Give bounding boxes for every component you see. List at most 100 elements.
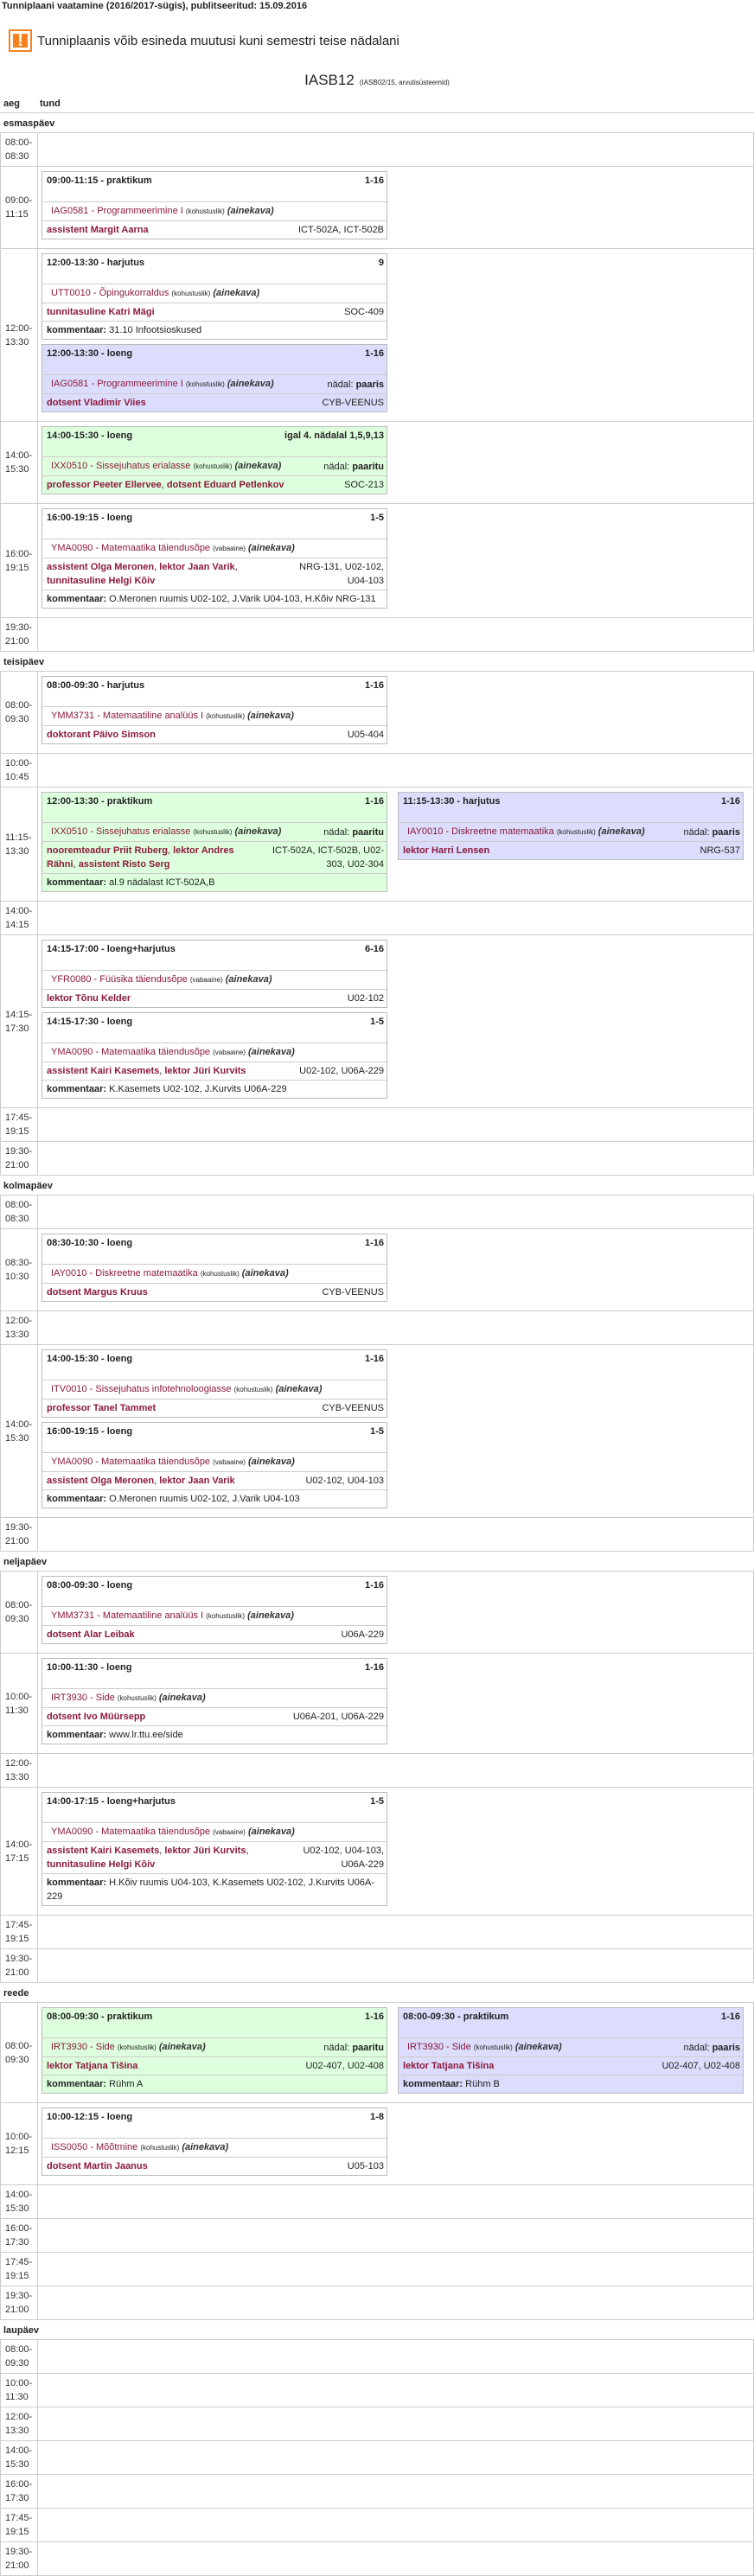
time-cell: 19:30- 21:00	[1, 618, 38, 651]
syllabus-link[interactable]: (ainekava)	[241, 1268, 289, 1278]
subject-link[interactable]: IAG0581 - Programmeerimine I	[51, 379, 183, 389]
syllabus-link[interactable]: (ainekava)	[213, 288, 260, 298]
subject-kind: (kohustuslik)	[193, 462, 233, 470]
teacher-link[interactable]: assistent Kairi Kasemets	[47, 1066, 160, 1076]
lesson-time: 09:00-11:15 -	[47, 175, 105, 186]
syllabus-link[interactable]: (ainekava)	[248, 543, 295, 553]
subject-link[interactable]: IAY0010 - Diskreetne matemaatika	[407, 826, 554, 837]
time-part: 13:30	[5, 1329, 29, 1340]
lesson-header: 12:00-13:30 - harjutus 9	[42, 254, 387, 284]
teacher-link[interactable]: lektor Jaan Varik	[159, 562, 235, 572]
time-part: 14:00-	[5, 2445, 33, 2456]
subject-link[interactable]: YMM3731 - Matemaatiline analüüs I	[51, 711, 204, 721]
subject-link[interactable]: YMA0090 - Matemaatika täiendusõpe	[51, 543, 211, 553]
syllabus-link[interactable]: (ainekava)	[158, 2042, 206, 2052]
teacher-link[interactable]: nooremteadur Priit Ruberg	[47, 845, 168, 856]
subject-link[interactable]: ITV0010 - Sissejuhatus infotehnoloogiass…	[51, 1384, 232, 1394]
lesson-type: loeng+harjutus	[106, 1796, 176, 1807]
subject-info: YMA0090 - Matemaatika täiendusõpe (vabaa…	[51, 1455, 295, 1470]
subject-link[interactable]: YFR0080 - Füüsika täiendusõpe	[51, 974, 188, 985]
teacher-link[interactable]: lektor Jüri Kurvits	[164, 1066, 246, 1076]
time-cell: 14:00- 15:30	[1, 2441, 38, 2474]
syllabus-link[interactable]: (ainekava)	[158, 1693, 206, 1703]
teacher-link[interactable]: dotsent Margus Kruus	[47, 1287, 148, 1298]
syllabus-link[interactable]: (ainekava)	[227, 379, 274, 389]
time-part: 17:30	[5, 2237, 29, 2248]
lesson-column: 16:00-19:15 - loeng 1-5 YMA0090 - Matemaat…	[42, 508, 387, 609]
teacher-link[interactable]: lektor Jaan Varik	[159, 1476, 235, 1486]
syllabus-link[interactable]: (ainekava)	[247, 711, 294, 721]
subject-link[interactable]: ISS0050 - Mõõtmine	[51, 2142, 138, 2152]
syllabus-link[interactable]: (ainekava)	[247, 1610, 294, 1621]
lesson-card: 14:15-17:30 - loeng 1-5 YMA0090 - Matemaat…	[42, 1012, 387, 1099]
teacher-link[interactable]: professor Peeter Ellervee	[47, 480, 162, 490]
teacher-link[interactable]: dotsent Martin Jaanus	[47, 2161, 148, 2171]
teacher-link[interactable]: lektor Jüri Kurvits	[164, 1846, 246, 1856]
teacher-link[interactable]: assistent Risto Serg	[78, 859, 170, 870]
time-range: 19:30- 21:00	[5, 1952, 32, 1980]
lessons-cell	[38, 1754, 753, 1787]
week-label: nädal:	[683, 2042, 710, 2053]
teacher-link[interactable]: assistent Margit Aarna	[47, 225, 149, 235]
teacher-link[interactable]: dotsent Vladimir Viies	[47, 398, 146, 408]
time-slot-row: 19:30- 21:00	[1, 2542, 753, 2576]
syllabus-link[interactable]: (ainekava)	[234, 461, 282, 471]
subject-link[interactable]: YMA0090 - Matemaatika täiendusõpe	[51, 1047, 211, 1057]
teacher-link[interactable]: lektor Harri Lensen	[403, 845, 490, 856]
subject-link[interactable]: UTT0010 - Õpingukorraldus	[51, 288, 169, 298]
day-name: teisipäev	[3, 657, 45, 667]
syllabus-link[interactable]: (ainekava)	[225, 974, 272, 985]
syllabus-link[interactable]: (ainekava)	[275, 1384, 323, 1394]
lesson-weeks: 6-16	[364, 944, 384, 954]
subject-link[interactable]: YMA0090 - Matemaatika täiendusõpe	[51, 1827, 211, 1837]
teacher-link[interactable]: dotsent Eduard Petlenkov	[166, 480, 284, 490]
syllabus-link[interactable]: (ainekava)	[248, 1827, 295, 1837]
subject-link[interactable]: IRT3930 - Side	[407, 2042, 471, 2052]
syllabus-link[interactable]: (ainekava)	[597, 826, 645, 837]
syllabus-link[interactable]: (ainekava)	[227, 206, 274, 216]
lesson-header: 16:00-19:15 - loeng 1-5	[42, 509, 387, 539]
teacher-link[interactable]: tunnitasuline Helgi Kõiv	[47, 1859, 156, 1870]
teacher-link[interactable]: assistent Olga Meronen	[47, 1476, 155, 1486]
time-part: 17:45-	[5, 2513, 33, 2523]
teacher-link[interactable]: dotsent Ivo Müürsepp	[47, 1712, 146, 1722]
teacher-link[interactable]: lektor Tõnu Kelder	[47, 993, 131, 1004]
teacher-link[interactable]: tunnitasuline Katri Mägi	[47, 307, 155, 317]
subject-link[interactable]: IAG0581 - Programmeerimine I	[51, 206, 183, 216]
teacher-link[interactable]: dotsent Alar Leibak	[47, 1629, 135, 1640]
subject-row: IAG0581 - Programmeerimine I (kohustusli…	[42, 375, 387, 394]
lesson-type: harjutus	[106, 258, 145, 268]
lesson-time-type: 11:15-13:30 - harjutus	[403, 794, 501, 820]
subject-link[interactable]: YMA0090 - Matemaatika täiendusõpe	[51, 1457, 211, 1467]
teacher-link[interactable]: lektor Andres Rähni	[47, 845, 234, 870]
lesson-time: 12:00-13:30 -	[47, 348, 105, 359]
syllabus-link[interactable]: (ainekava)	[248, 1457, 295, 1467]
teacher-row: assistent Kairi Kasemets, lektor Jüri Ku…	[42, 1062, 387, 1081]
subject-link[interactable]: YMM3731 - Matemaatiline analüüs I	[51, 1610, 204, 1621]
subject-link[interactable]: IRT3930 - Side	[51, 1693, 115, 1703]
teacher-link[interactable]: doktorant Päivo Simson	[47, 730, 156, 740]
lesson-card: 14:00-17:15 - loeng+harjutus 1-5 YMA0090 -…	[42, 1792, 387, 1906]
time-cell: 10:00- 12:15	[1, 2103, 38, 2184]
teacher-link[interactable]: lektor Tatjana Tišina	[403, 2061, 495, 2071]
subject-link[interactable]: IXX0510 - Sissejuhatus erialasse	[51, 461, 191, 471]
teacher-link[interactable]: professor Tanel Tammet	[47, 1403, 157, 1413]
syllabus-link[interactable]: (ainekava)	[182, 2142, 229, 2152]
subject-link[interactable]: IXX0510 - Sissejuhatus erialasse	[51, 826, 191, 837]
lessons-cell: 14:15-17:00 - loeng+harjutus 6-16 YFR0080 …	[38, 935, 753, 1107]
lesson-column: 10:00-12:15 - loeng 1-8 ISS0050 - Mõõtmine…	[42, 2107, 387, 2176]
subject-link[interactable]: IRT3930 - Side	[51, 2042, 115, 2052]
teacher-link[interactable]: tunnitasuline Helgi Kõiv	[47, 576, 156, 586]
rooms: U02-407, U02-408	[661, 2061, 740, 2071]
time-part: 21:00	[5, 2305, 29, 2315]
syllabus-link[interactable]: (ainekava)	[234, 826, 282, 837]
subject-link[interactable]: IAY0010 - Diskreetne matemaatika	[51, 1268, 198, 1278]
rooms: ICT-502A, ICT-502B, U02-303, U02-304	[272, 845, 384, 870]
lesson-weeks: 1-16	[720, 796, 740, 807]
syllabus-link[interactable]: (ainekava)	[514, 2042, 562, 2052]
teacher-link[interactable]: assistent Kairi Kasemets	[47, 1846, 160, 1856]
syllabus-link[interactable]: (ainekava)	[248, 1047, 295, 1057]
teacher-link[interactable]: lektor Tatjana Tišina	[47, 2061, 138, 2071]
time-slot-row: 08:00- 09:30 08:00-09:30 - loeng 1-16 YMM373…	[1, 1572, 753, 1654]
teacher-link[interactable]: assistent Olga Meronen	[47, 562, 155, 572]
